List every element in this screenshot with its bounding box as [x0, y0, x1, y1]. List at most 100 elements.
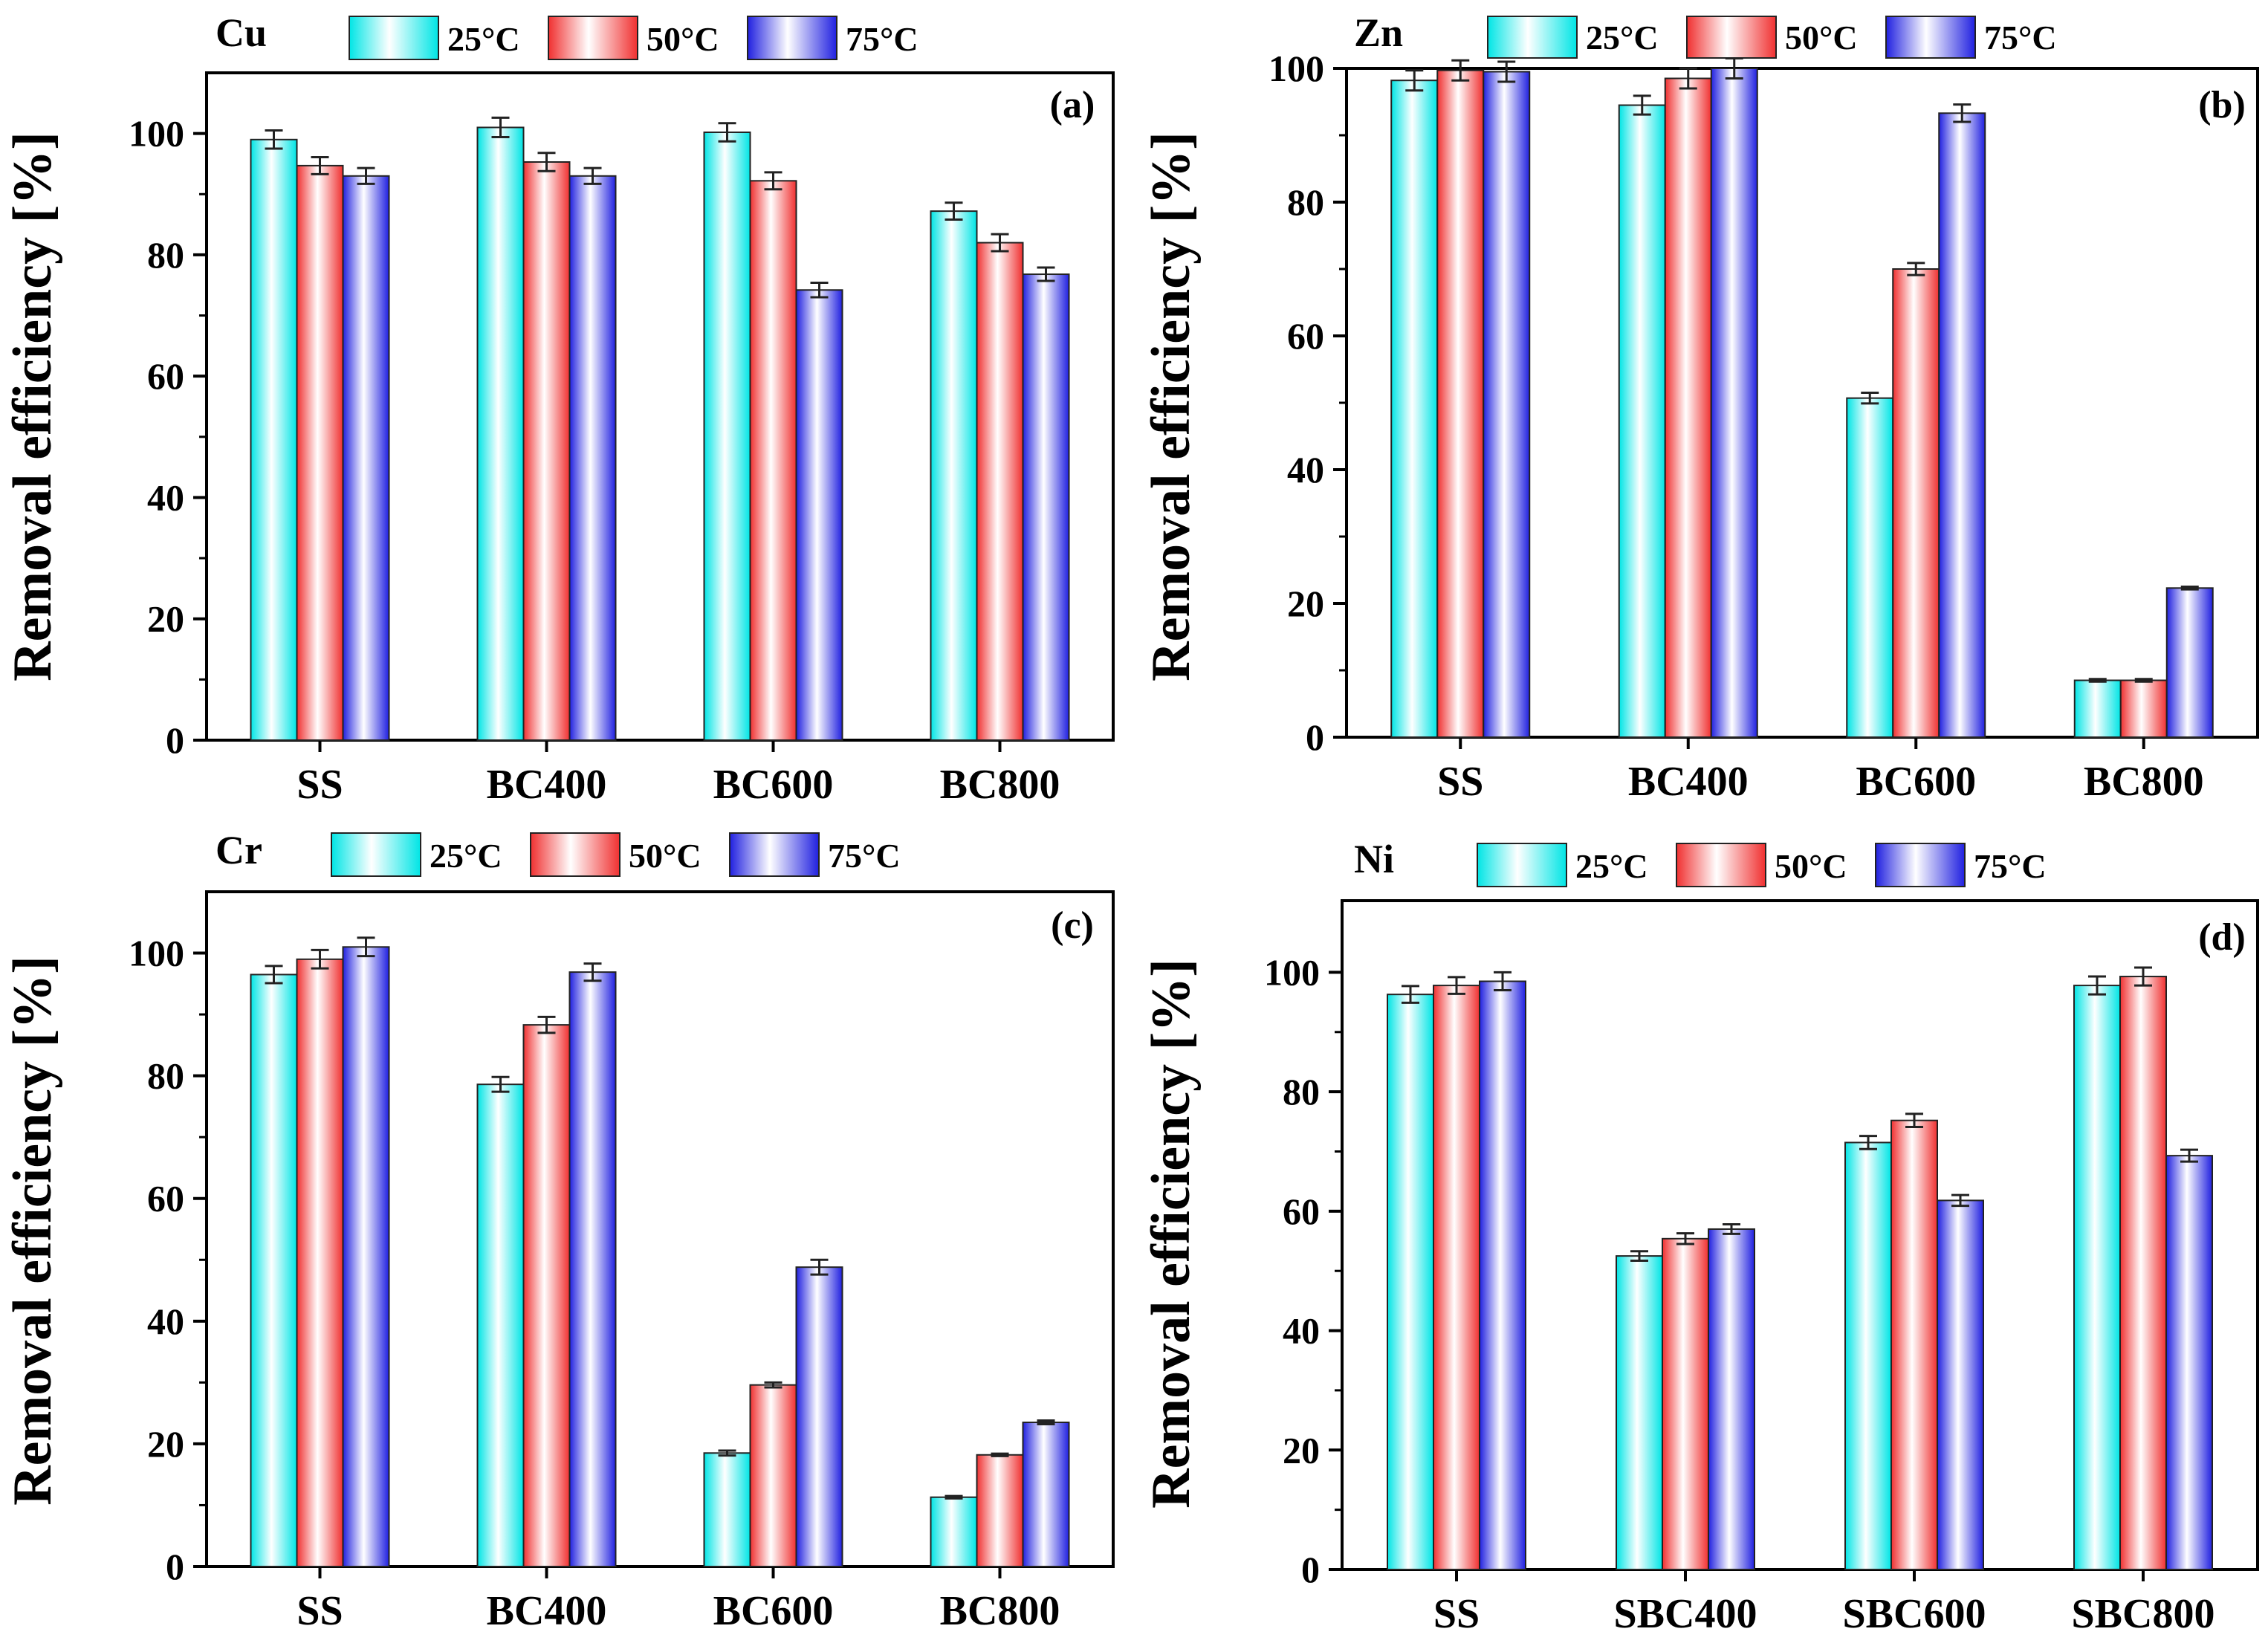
y-tick-label: 40	[147, 476, 184, 518]
legend-label: 75°C	[1974, 847, 2047, 885]
legend-label: 25°C	[430, 837, 502, 875]
bar-ni-ss-2	[1479, 980, 1526, 1571]
y-tick-label: 40	[147, 1300, 184, 1342]
y-tick-label: 100	[129, 113, 184, 155]
bar-zn-bc600-1	[1892, 268, 1940, 738]
bar-cu-bc800-1	[976, 242, 1024, 741]
legend-swatch	[548, 16, 638, 60]
bar-cu-bc400-1	[522, 161, 571, 742]
bar-ni-ss-0	[1387, 994, 1434, 1571]
y-tick-label: 20	[147, 1423, 184, 1465]
panel-label: (b)	[2198, 84, 2246, 126]
bar-cu-bc600-2	[795, 289, 843, 741]
panel-label: (a)	[1050, 84, 1095, 126]
legend-swatch	[1885, 16, 1976, 59]
legend-swatch	[331, 832, 421, 877]
bar-cr-ss-0	[250, 973, 298, 1568]
bar-cr-bc600-0	[703, 1452, 751, 1567]
bar-zn-bc400-2	[1710, 68, 1758, 738]
y-tick-label: 40	[1287, 449, 1324, 490]
bar-cu-bc800-2	[1022, 273, 1070, 741]
bar-ni-sbc600-1	[1890, 1119, 1938, 1570]
legend-swatch	[1477, 843, 1567, 887]
bar-ni-sbc800-2	[2165, 1155, 2213, 1570]
y-tick-label: 0	[1306, 716, 1324, 758]
bar-ni-sbc400-1	[1662, 1237, 1709, 1570]
chart-panel-cu: 0 20 40 60 80 100 Removal efficiency [%] SS BC40…	[2, 10, 1115, 808]
y-tick-label: 100	[1269, 48, 1324, 89]
y-tick-label: 100	[129, 933, 184, 974]
bar-cu-ss-2	[342, 175, 390, 742]
x-tick-label: BC800	[2084, 759, 2204, 805]
y-axis-label: Removal efficiency [%]	[1141, 959, 1202, 1509]
bar-zn-bc800-1	[2119, 679, 2168, 738]
bar-cu-bc800-0	[930, 210, 978, 741]
plot-frame	[1341, 899, 2259, 1571]
x-tick-label: SS	[297, 1588, 343, 1634]
y-tick-label: 20	[1283, 1429, 1320, 1471]
bar-zn-ss-0	[1390, 80, 1439, 738]
bar-zn-bc600-0	[1846, 397, 1894, 738]
bar-zn-bc800-0	[2073, 679, 2122, 738]
bar-cr-bc800-0	[930, 1496, 978, 1567]
x-tick-label: BC600	[713, 1588, 834, 1634]
y-tick-label: 20	[1287, 583, 1324, 624]
bar-cr-bc400-2	[568, 971, 617, 1567]
y-tick-label: 0	[166, 1546, 184, 1587]
bar-cr-bc800-1	[976, 1454, 1024, 1567]
y-tick-label: 60	[147, 1178, 184, 1219]
plot-frame	[205, 71, 1115, 742]
legend-label: 25°C	[1586, 19, 1659, 56]
bar-cr-bc800-2	[1022, 1422, 1070, 1567]
bar-zn-bc800-2	[2165, 587, 2214, 738]
y-tick-label: 100	[1264, 951, 1320, 993]
bar-zn-bc400-0	[1618, 104, 1666, 738]
x-tick-label: BC600	[1856, 759, 1976, 805]
bar-cu-bc600-0	[703, 132, 751, 741]
bar-ni-sbc400-2	[1708, 1228, 1755, 1570]
x-tick-label: BC600	[713, 762, 834, 808]
y-tick-label: 60	[1287, 315, 1324, 357]
x-tick-label: SBC400	[1614, 1591, 1757, 1637]
y-tick-label: 20	[147, 598, 184, 640]
legend-label: 75°C	[828, 837, 901, 875]
metal-label: Ni	[1354, 837, 1394, 881]
bar-ni-sbc600-0	[1844, 1141, 1892, 1570]
y-tick-label: 40	[1283, 1310, 1320, 1352]
bar-cr-ss-2	[342, 946, 390, 1567]
metal-label: Cr	[216, 828, 262, 872]
legend-label: 25°C	[447, 20, 520, 58]
legend-swatch	[1686, 16, 1777, 59]
bar-ni-sbc400-0	[1616, 1255, 1663, 1570]
legend-label: 75°C	[846, 20, 918, 58]
x-tick-label: BC800	[940, 1588, 1060, 1634]
chart-panel-cr: 0 20 40 60 80 100 Removal efficiency [%] SS BC40…	[2, 828, 1115, 1634]
bar-cr-bc400-1	[522, 1024, 571, 1567]
bar-cu-bc400-2	[568, 175, 617, 742]
y-tick-label: 0	[166, 719, 184, 761]
y-axis-label: Removal efficiency [%]	[1141, 132, 1202, 681]
legend-swatch	[747, 16, 837, 60]
x-tick-label: SS	[1433, 1591, 1480, 1637]
bar-zn-bc600-2	[1938, 112, 1986, 739]
bar-cr-bc400-0	[476, 1083, 525, 1567]
legend-swatch	[1875, 843, 1966, 887]
bar-cu-bc600-1	[749, 180, 797, 741]
legend: 25°C 50°C 75°C	[1477, 843, 2047, 887]
x-tick-label: SS	[1437, 759, 1483, 805]
legend-label: 50°C	[1785, 19, 1858, 56]
bar-ni-sbc800-1	[2119, 976, 2167, 1570]
legend-swatch	[530, 832, 621, 877]
bar-cu-ss-1	[296, 164, 344, 742]
y-tick-label: 80	[1283, 1071, 1320, 1112]
y-tick-label: 80	[147, 1055, 184, 1097]
bar-cr-bc600-1	[749, 1384, 797, 1567]
chart-panel-zn: 0 20 40 60 80 100 Removal efficiency [%] SS BC40…	[1141, 10, 2259, 805]
bar-ni-ss-1	[1433, 985, 1480, 1571]
legend-swatch	[729, 832, 820, 877]
legend: 25°C 50°C 75°C	[349, 16, 918, 60]
bar-cu-bc400-0	[476, 126, 525, 742]
legend-label: 25°C	[1575, 847, 1648, 885]
bar-zn-ss-2	[1483, 71, 1531, 738]
